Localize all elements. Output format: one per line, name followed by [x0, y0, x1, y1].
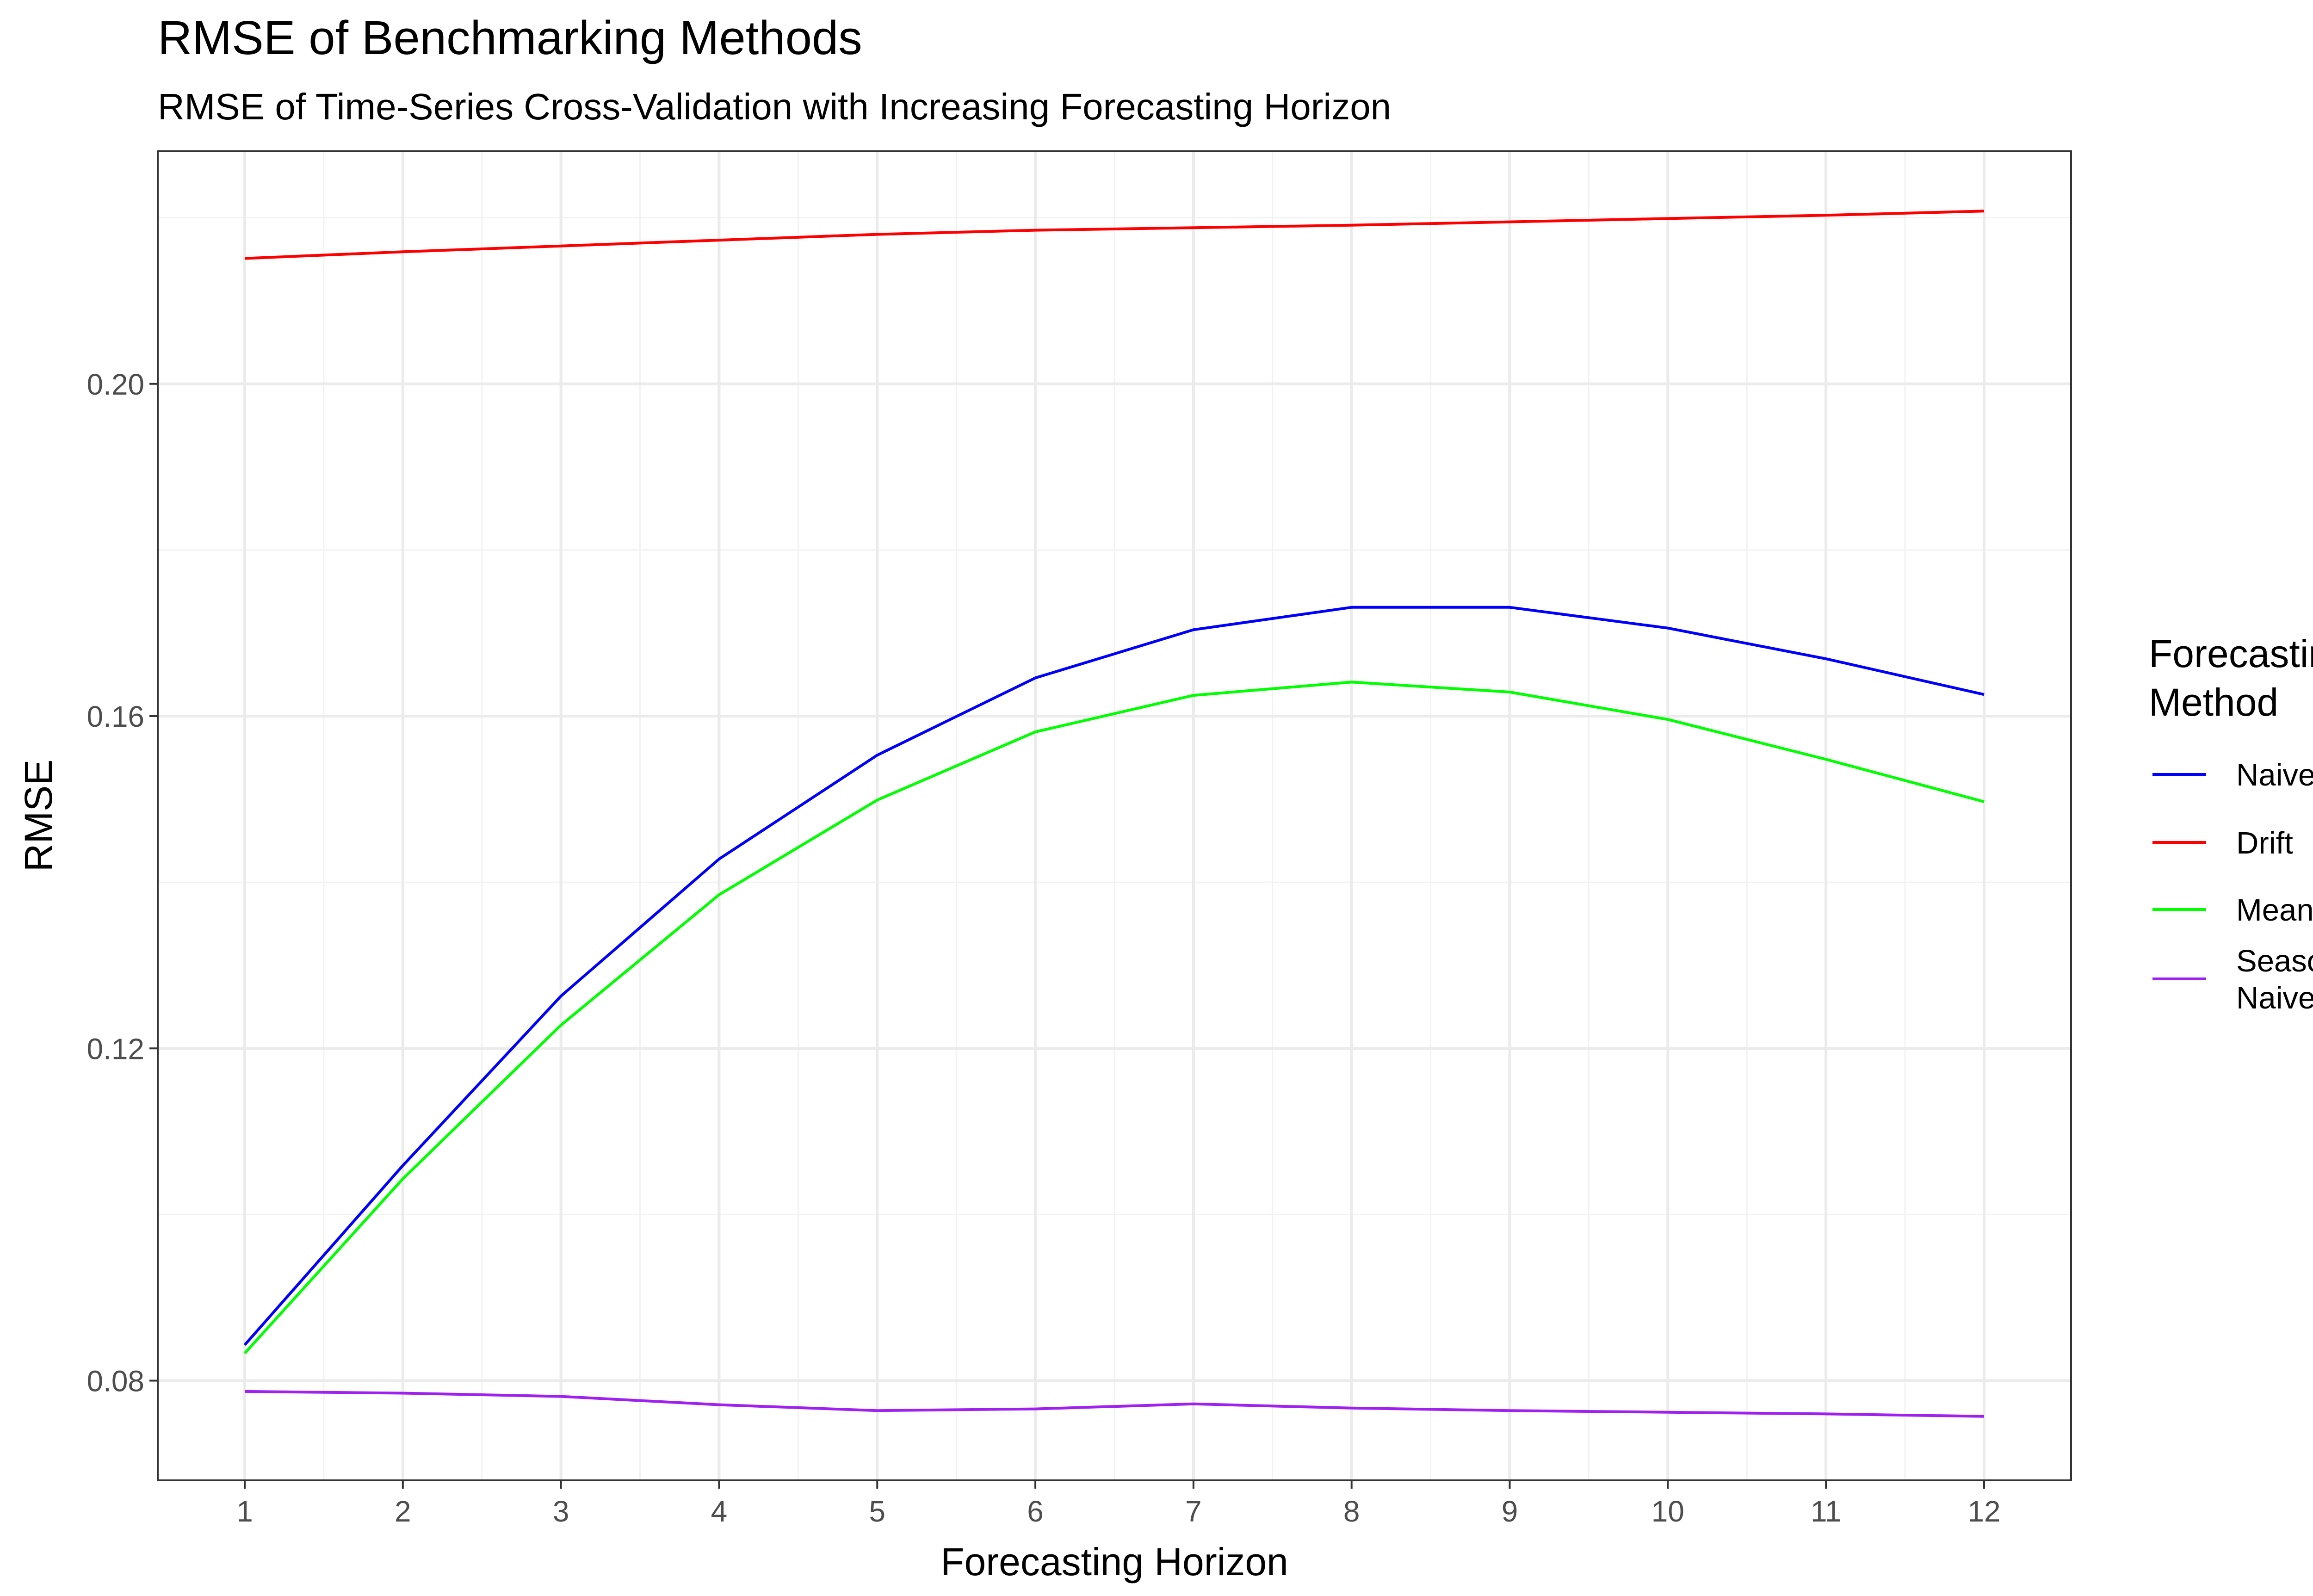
series-line-naive [243, 606, 1985, 1346]
x-tick-label: 1 [236, 1495, 253, 1528]
legend-label: Drift [2236, 826, 2293, 860]
series-line-mean [243, 680, 1985, 1355]
legend-item: SeasonalNaive [2152, 944, 2313, 1015]
y-axis-title: RMSE [17, 760, 60, 872]
legend-item: Naive [2152, 758, 2313, 792]
grid-minor [158, 151, 2071, 1480]
x-tick-label: 7 [1185, 1495, 1202, 1528]
y-tick-label: 0.20 [87, 368, 144, 401]
x-tick-label: 11 [1811, 1495, 1841, 1528]
x-tick-label: 10 [1651, 1495, 1684, 1528]
x-tick-label: 2 [395, 1495, 411, 1528]
series-line-drift [244, 210, 1985, 260]
legend-label: Naive [2236, 758, 2313, 792]
plot-border [157, 150, 2072, 1481]
legend: ForecastingMethodNaiveDriftMeanSeasonalN… [2149, 632, 2313, 1015]
x-tick-label: 12 [1967, 1495, 2000, 1528]
x-tick-label: 3 [553, 1495, 569, 1528]
x-axis: 1 2 3 4 5 6 7 8 9 10 11 12 [236, 1480, 2001, 1528]
legend-item: Mean [2152, 893, 2313, 928]
x-tick-label: 6 [1027, 1495, 1044, 1528]
x-axis-title: Forecasting Horizon [940, 1540, 1288, 1584]
x-tick-label: 9 [1502, 1495, 1518, 1528]
y-axis: 0.08 0.12 0.16 0.20 [87, 368, 158, 1398]
x-tick-label: 4 [711, 1495, 728, 1528]
legend-title: Method [2149, 680, 2278, 724]
chart-subtitle: RMSE of Time-Series Cross-Validation wit… [158, 86, 1391, 127]
legend-title: Forecasting [2149, 632, 2313, 675]
legend-label: Seasonal [2236, 944, 2313, 978]
series-line-seasonal-naive [244, 1390, 1985, 1418]
legend-label: Mean [2236, 893, 2313, 928]
chart-title: RMSE of Benchmarking Methods [158, 11, 862, 64]
grid-major [158, 151, 2071, 1480]
legend-item: Drift [2152, 826, 2293, 860]
y-tick-label: 0.16 [87, 700, 144, 733]
y-tick-label: 0.08 [87, 1365, 144, 1398]
x-tick-label: 5 [869, 1495, 885, 1528]
series-lines [243, 210, 1985, 1418]
x-tick-label: 8 [1343, 1495, 1360, 1528]
y-tick-label: 0.12 [87, 1032, 144, 1065]
legend-label: Naive [2236, 981, 2313, 1015]
